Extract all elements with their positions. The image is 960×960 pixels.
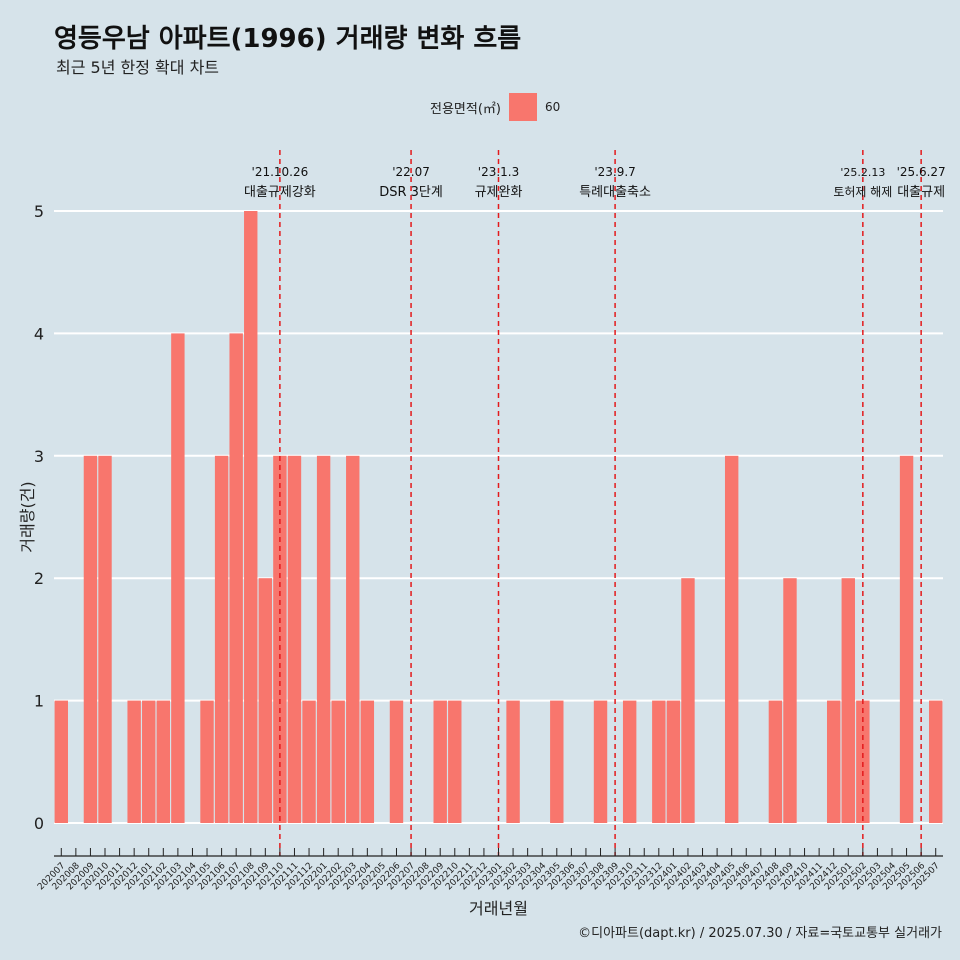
bar [258, 578, 273, 823]
event-label: 대출규제강화 [244, 185, 316, 200]
bar [666, 700, 681, 823]
bar [200, 700, 214, 823]
bar [156, 700, 171, 823]
bar [593, 700, 608, 823]
bar [214, 455, 229, 823]
bar [724, 455, 739, 823]
bar [171, 333, 185, 823]
legend-title: 전용면적(㎡) [430, 101, 501, 117]
legend-label: 60 [544, 100, 561, 114]
y-axis-title: 거래량(건) [18, 481, 37, 552]
bar [783, 578, 797, 823]
bar [83, 455, 98, 823]
bar [142, 700, 156, 823]
bar [287, 455, 302, 823]
bar [229, 333, 243, 823]
y-tick-label: 5 [34, 202, 44, 221]
x-axis-title: 거래년월 [469, 899, 528, 918]
event-label: 토허제 해제 [833, 185, 892, 199]
bar [768, 700, 783, 823]
event-label: 규제완화 [475, 185, 523, 200]
bar [899, 455, 914, 823]
bar [346, 455, 360, 823]
bar [652, 700, 666, 823]
bar [681, 578, 695, 823]
y-tick-label: 3 [34, 447, 44, 466]
bar [331, 700, 345, 823]
event-label: 특례대출축소 [579, 185, 651, 200]
bar [54, 700, 68, 823]
y-tick-label: 4 [34, 324, 44, 343]
y-tick-label: 0 [34, 814, 44, 833]
bar [360, 700, 375, 823]
event-label: 대출규제 [897, 185, 945, 200]
bar [389, 700, 404, 823]
event-label: DSR 3단계 [379, 185, 443, 200]
bar [506, 700, 520, 823]
bar [929, 700, 943, 823]
event-date-label: '22.07 [392, 165, 430, 179]
chart-subtitle: 최근 5년 한정 확대 차트 [56, 58, 220, 77]
bar [622, 700, 637, 823]
bar [448, 700, 462, 823]
event-date-label: '25.2.13 [840, 166, 885, 179]
y-tick-label: 2 [34, 569, 44, 588]
bar [127, 700, 141, 823]
legend: 전용면적(㎡) 60 [430, 93, 560, 121]
event-date-label: '23.9.7 [594, 165, 635, 179]
legend-swatch [508, 93, 537, 121]
bar [826, 700, 841, 823]
bar [98, 455, 112, 823]
chart-caption: ©디아파트(dapt.kr) / 2025.07.30 / 자료=국토교통부 실… [578, 926, 942, 941]
bar [433, 700, 447, 823]
bar [550, 700, 564, 823]
event-date-label: '23.1.3 [478, 165, 519, 179]
bar [841, 578, 855, 823]
bar [244, 211, 258, 823]
event-date-label: '25.6.27 [897, 165, 946, 179]
bar [302, 700, 316, 823]
event-date-label: '21.10.26 [252, 165, 309, 179]
y-tick-label: 1 [34, 692, 44, 711]
bar [856, 700, 870, 823]
chart-title: 영등우남 아파트(1996) 거래량 변화 흐름 [54, 24, 522, 54]
bar [316, 455, 331, 823]
